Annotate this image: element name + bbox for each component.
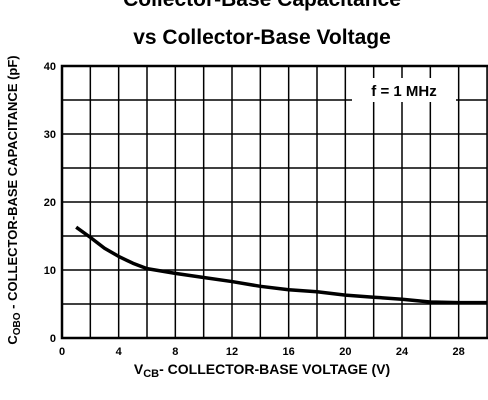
- x-tick-label: 20: [339, 346, 351, 358]
- y-tick-label: 40: [44, 61, 56, 73]
- annotation: f = 1 MHz: [352, 78, 456, 102]
- x-tick-label: 4: [116, 346, 123, 358]
- x-tick-label: 28: [453, 346, 465, 358]
- y-tick-label: 10: [44, 265, 56, 277]
- x-axis-label-symbol: V: [134, 361, 144, 377]
- y-tick-label: 20: [44, 197, 56, 209]
- y-tick-label: 30: [44, 129, 56, 141]
- y-axis-label-symbol: C: [5, 335, 20, 345]
- data-line: [75, 225, 487, 305]
- y-axis-label-text: - COLLECTOR-BASE CAPACITANCE (pF): [5, 55, 20, 312]
- x-axis-label-text: - COLLECTOR-BASE VOLTAGE (V): [159, 361, 390, 377]
- chart-title: Collector-Base Capacitance: [123, 0, 401, 11]
- x-tick-label: 8: [172, 346, 178, 358]
- x-tick-label: 12: [226, 346, 238, 358]
- x-tick-label: 24: [396, 346, 409, 358]
- x-tick-label: 0: [59, 346, 65, 358]
- x-tick-label: 16: [283, 346, 295, 358]
- x-axis-label: VCB- COLLECTOR-BASE VOLTAGE (V): [134, 361, 390, 380]
- annotation-box: [352, 78, 456, 102]
- y-axis-label: COBO - COLLECTOR-BASE CAPACITANCE (pF): [5, 55, 23, 344]
- chart-title: vs Collector-Base Voltage: [133, 26, 391, 49]
- y-tick-label: 0: [50, 333, 56, 345]
- y-axis-label-subscript: OBO: [12, 312, 23, 335]
- plot-frame: [60, 64, 488, 340]
- annotation-text: f = 1 MHz: [371, 83, 436, 100]
- x-axis-label-subscript: CB: [143, 368, 159, 380]
